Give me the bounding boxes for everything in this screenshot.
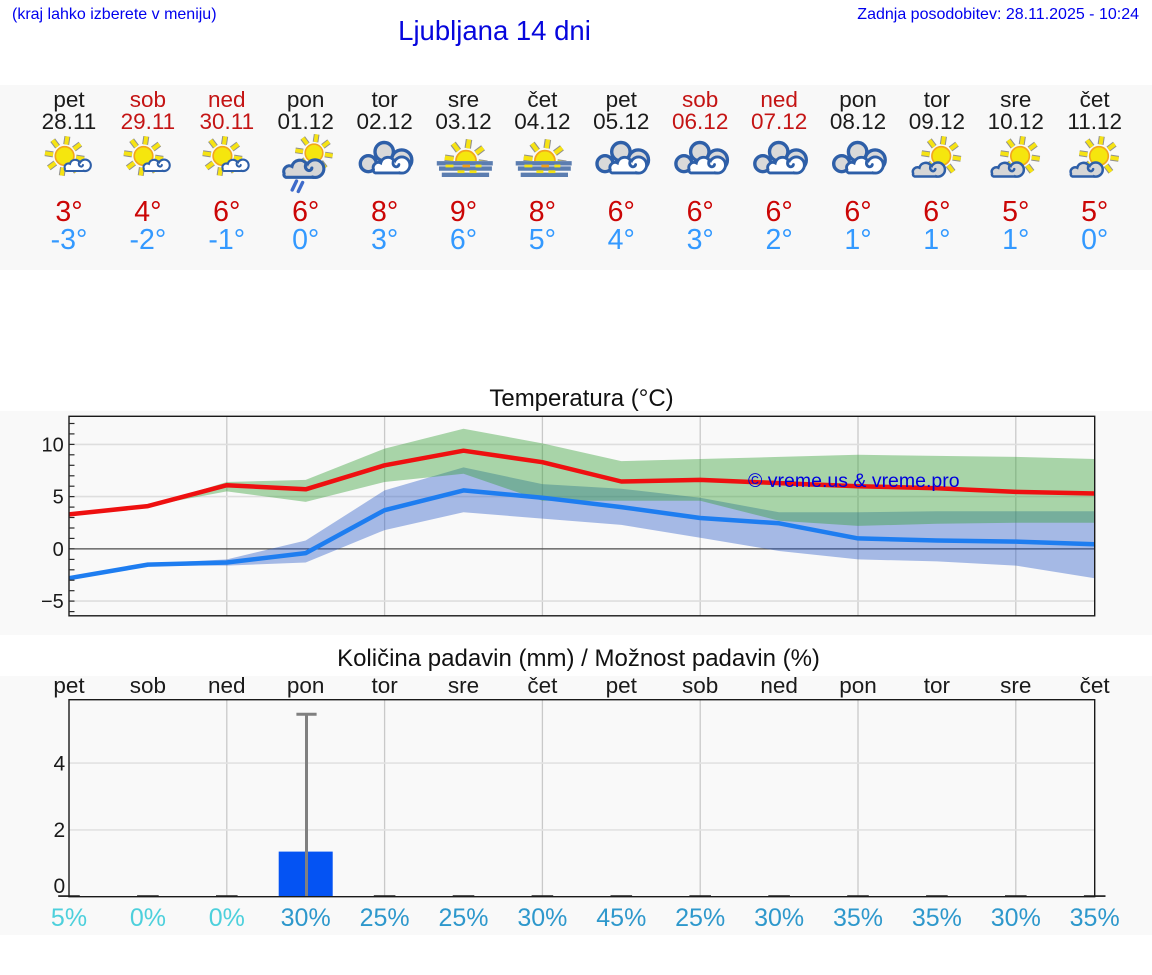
svg-text:2: 2 [54,819,66,842]
svg-text:0: 0 [53,539,64,561]
svg-text:5: 5 [53,487,64,509]
svg-text:0: 0 [54,875,66,898]
svg-text:4: 4 [54,752,66,775]
svg-text:−5: −5 [41,591,64,613]
svg-text:10: 10 [42,434,64,456]
